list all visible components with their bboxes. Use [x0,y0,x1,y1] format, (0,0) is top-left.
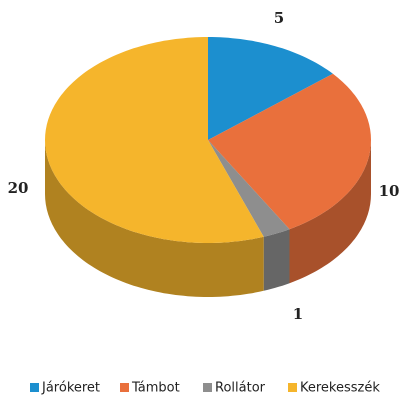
legend-swatch [288,383,297,392]
legend-label: Rollátor [215,381,266,396]
slice-side [263,229,290,291]
data-label: 20 [8,179,29,197]
legend-swatch [120,383,129,392]
slice [208,73,371,230]
legend-label: Járókeret [41,381,100,396]
slice [45,37,264,243]
slice-side [45,140,264,297]
slice [208,37,333,140]
legend-label: Kerekesszék [300,381,380,396]
legend-swatch [203,383,212,392]
legend-swatch [30,383,39,392]
slice [208,140,290,237]
data-label: 10 [379,182,400,200]
data-label: 1 [293,305,303,323]
slice-side [289,140,371,284]
data-label: 5 [274,9,284,27]
legend-label: Támbot [131,381,180,396]
